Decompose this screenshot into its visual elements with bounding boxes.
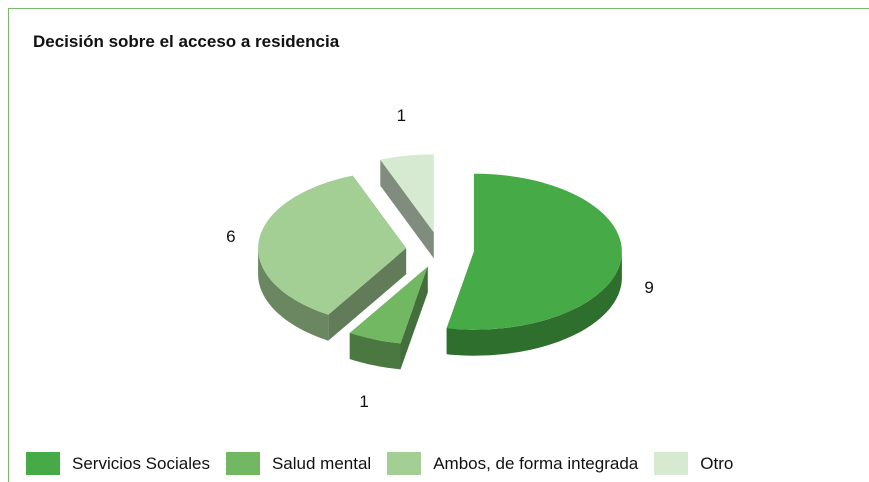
slice-top [380,154,434,233]
slice-side [258,248,329,341]
slice-top [349,266,428,344]
data-label: 9 [644,278,653,297]
legend: Servicios Sociales Salud mental Ambos, de … [26,452,749,475]
legend-swatch [225,452,260,475]
legend-item: Salud mental [225,452,372,475]
pie-slice [446,173,622,356]
pie-slice [349,266,428,370]
pie-slice [380,154,434,259]
chart-title: Decisión sobre el acceso a residencia [33,32,340,51]
slice-wall [380,159,434,259]
legend-label: Ambos, de forma integrada [433,453,639,473]
data-label: 1 [359,392,368,411]
data-label: 1 [397,106,406,125]
legend-swatch [387,452,422,475]
legend-label: Otro [700,453,734,473]
slice-side [349,333,401,370]
slice-top [446,173,622,330]
data-label: 6 [226,227,235,246]
legend-item: Servicios Sociales [26,452,210,475]
legend-item: Otro [654,452,733,475]
legend-swatch [654,452,689,475]
legend-item: Ambos, de forma integrada [387,452,638,475]
slice-top [258,175,407,315]
pie-slice [258,175,407,341]
slice-side [446,251,622,356]
slice-wall [328,248,407,341]
legend-label: Servicios Sociales [72,453,210,473]
legend-swatch [26,452,60,475]
chart-frame [8,8,869,482]
legend-label: Salud mental [271,453,372,473]
